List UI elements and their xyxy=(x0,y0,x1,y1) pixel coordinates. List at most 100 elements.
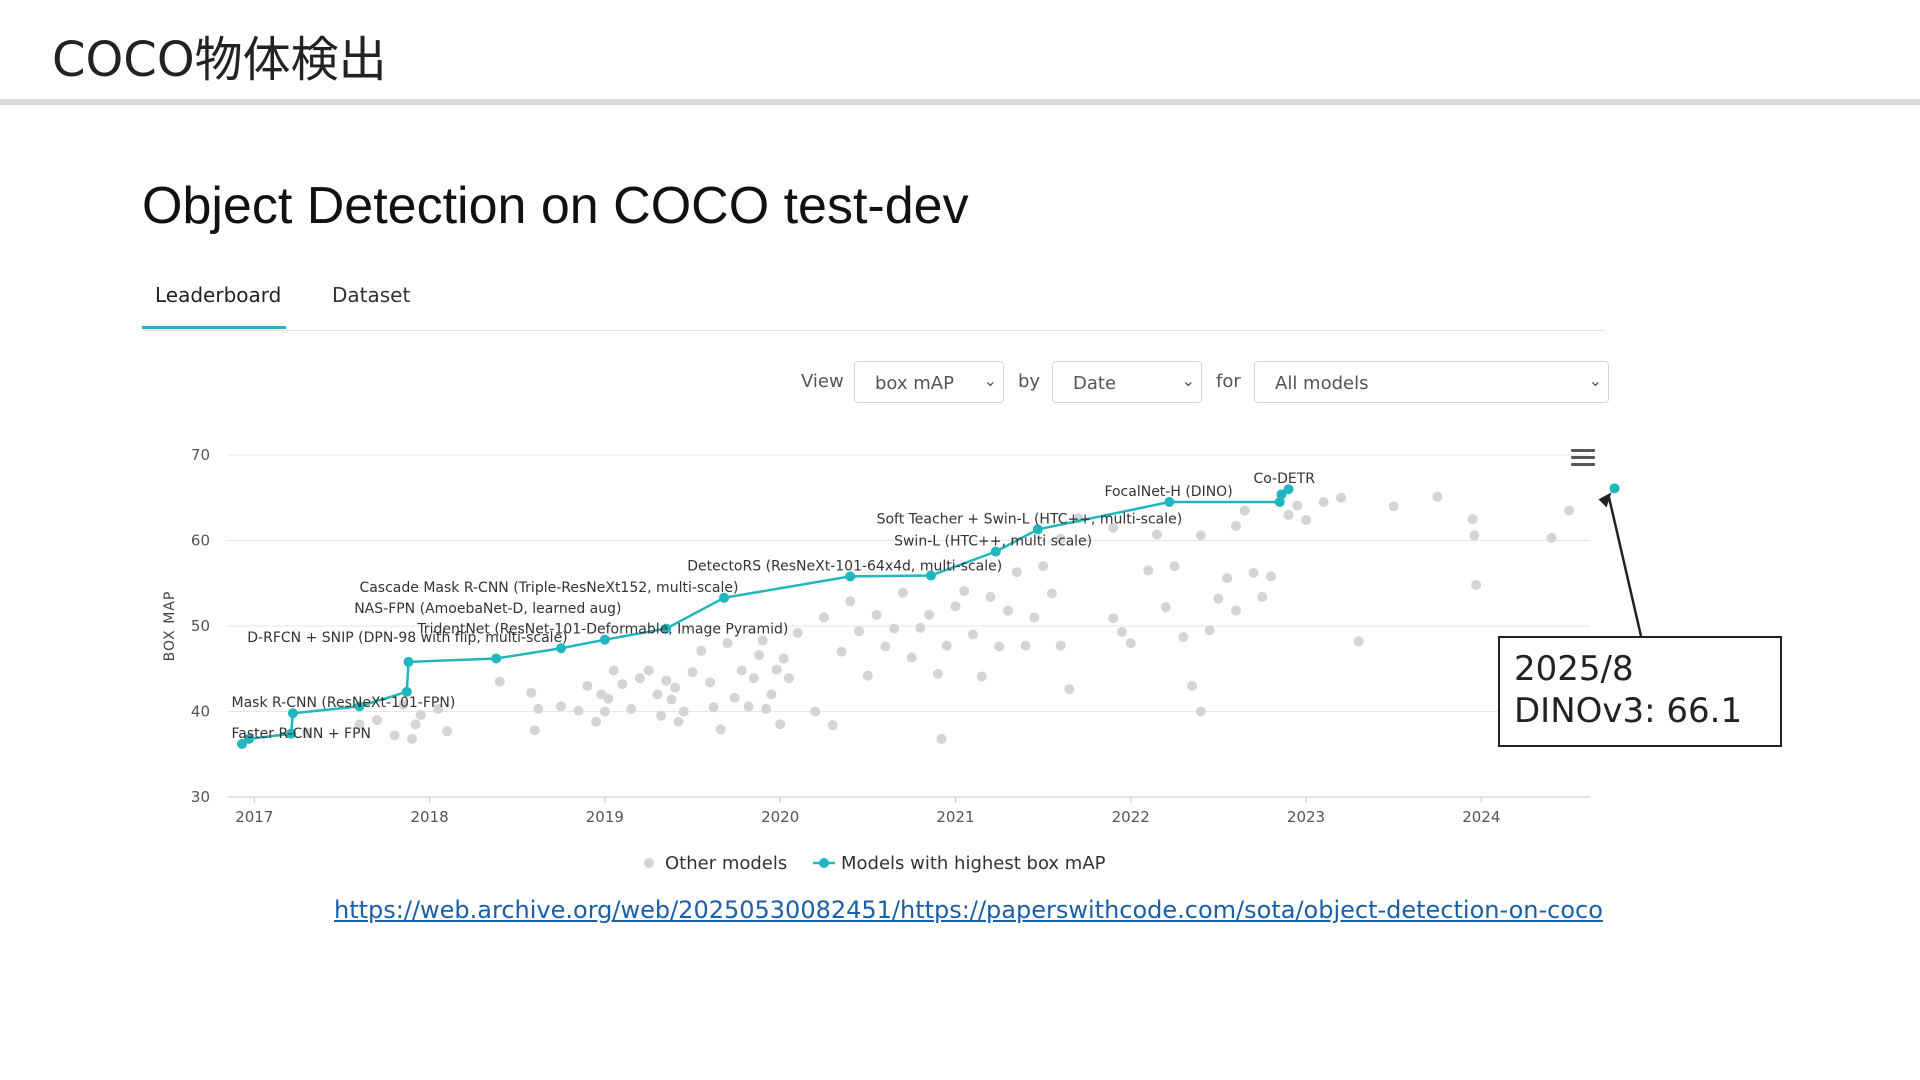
other-model-point xyxy=(1471,579,1482,590)
other-model-point xyxy=(862,670,873,681)
other-model-point xyxy=(1546,532,1557,543)
chart-controls: View box mAP ⌄ by Date ⌄ for All models … xyxy=(0,361,1920,403)
other-model-point xyxy=(1152,529,1163,540)
chevron-down-icon: ⌄ xyxy=(983,371,997,390)
other-model-point xyxy=(705,677,716,688)
other-model-point xyxy=(1353,636,1364,647)
other-model-point xyxy=(1204,625,1215,636)
other-model-point xyxy=(1563,505,1574,516)
sota-model-label: D-RFCN + SNIP (DPN-98 with flip, multi-s… xyxy=(247,630,567,646)
other-model-point xyxy=(715,724,726,735)
for-select-value: All models xyxy=(1275,373,1369,394)
other-model-point xyxy=(976,671,987,682)
sota-point xyxy=(244,733,255,744)
other-model-point xyxy=(415,709,426,720)
for-label: for xyxy=(1216,371,1241,392)
other-model-point xyxy=(687,667,698,678)
by-label: by xyxy=(1018,371,1041,392)
other-model-point xyxy=(669,682,680,693)
sota-point xyxy=(286,728,297,739)
sota-point xyxy=(990,546,1001,557)
other-model-point xyxy=(932,668,943,679)
other-model-point xyxy=(1187,680,1198,691)
other-model-point xyxy=(924,609,935,620)
other-model-point xyxy=(836,646,847,657)
other-model-point xyxy=(410,719,421,730)
sota-model-label: Faster R-CNN + FPN xyxy=(232,726,371,742)
sota-model-label: NAS-FPN (AmoebaNet-D, learned aug) xyxy=(354,601,621,617)
other-model-point xyxy=(1222,573,1233,584)
y-tick-label: 60 xyxy=(191,532,210,550)
callout-arrow-head xyxy=(1598,492,1612,508)
other-model-point xyxy=(608,665,619,676)
other-model-point xyxy=(729,692,740,703)
other-model-point xyxy=(389,730,400,741)
other-model-point xyxy=(442,726,453,737)
other-model-point xyxy=(827,720,838,731)
x-tick-label: 2022 xyxy=(1112,808,1150,826)
other-model-point xyxy=(673,716,684,727)
other-model-point xyxy=(1160,602,1171,613)
other-model-point xyxy=(818,612,829,623)
other-model-point xyxy=(652,689,663,700)
other-model-point xyxy=(1469,530,1480,541)
sota-point xyxy=(491,653,502,664)
sota-point xyxy=(287,708,298,719)
other-model-point xyxy=(556,701,567,712)
other-model-point xyxy=(643,665,654,676)
for-select[interactable]: All models ⌄ xyxy=(1254,361,1609,403)
other-model-point xyxy=(936,733,947,744)
page-heading: Object Detection on COCO test-dev xyxy=(142,177,969,235)
other-model-point xyxy=(778,653,789,664)
x-tick-label: 2024 xyxy=(1462,808,1500,826)
other-model-point xyxy=(1108,613,1119,624)
active-tab-indicator xyxy=(142,326,286,329)
other-model-point xyxy=(1239,505,1250,516)
other-model-point xyxy=(1143,565,1154,576)
other-model-point xyxy=(1116,626,1127,637)
other-model-point xyxy=(1318,497,1329,508)
other-model-point xyxy=(582,680,593,691)
view-label: View xyxy=(801,371,844,392)
other-model-point xyxy=(854,626,865,637)
sota-point xyxy=(1274,497,1285,508)
hamburger-icon[interactable] xyxy=(1571,449,1595,469)
x-tick-label: 2018 xyxy=(410,808,448,826)
slide-title: COCO物体検出 xyxy=(52,32,387,88)
other-model-point xyxy=(775,719,786,730)
sota-point xyxy=(1276,489,1287,500)
by-select[interactable]: Date ⌄ xyxy=(1052,361,1202,403)
source-link[interactable]: https://web.archive.org/web/202505300824… xyxy=(334,896,1603,924)
tab-leaderboard[interactable]: Leaderboard xyxy=(155,283,282,307)
other-model-point xyxy=(889,623,900,634)
sota-point xyxy=(661,623,672,634)
other-model-point xyxy=(1292,500,1303,511)
x-tick-label: 2020 xyxy=(761,808,799,826)
other-model-point xyxy=(845,596,856,607)
view-select[interactable]: box mAP ⌄ xyxy=(854,361,1004,403)
sota-model-label: FocalNet-H (DINO) xyxy=(1104,484,1232,500)
other-model-point xyxy=(407,733,418,744)
other-model-point xyxy=(1248,567,1259,578)
sota-model-label: Swin-L (HTC++, multi scale) xyxy=(894,534,1092,550)
y-tick-label: 70 xyxy=(191,446,210,464)
other-model-point xyxy=(573,705,584,716)
other-model-point xyxy=(959,585,970,596)
other-model-point xyxy=(1230,605,1241,616)
other-model-point xyxy=(371,715,382,726)
other-model-point xyxy=(1178,632,1189,643)
other-model-point xyxy=(599,706,610,717)
sota-point xyxy=(354,701,365,712)
other-model-point xyxy=(1467,514,1478,525)
other-model-point xyxy=(906,652,917,663)
sota-model-label: Mask R-CNN (ResNeXt-101-FPN) xyxy=(232,695,456,711)
other-model-point xyxy=(761,703,772,714)
other-model-point xyxy=(617,679,628,690)
other-model-point xyxy=(433,703,444,714)
y-tick-label: 50 xyxy=(191,617,210,635)
other-model-point xyxy=(1011,567,1022,578)
y-axis-label: BOX MAP xyxy=(162,591,178,662)
tab-dataset[interactable]: Dataset xyxy=(332,283,411,307)
other-model-point xyxy=(1108,522,1119,533)
other-model-point xyxy=(743,701,754,712)
